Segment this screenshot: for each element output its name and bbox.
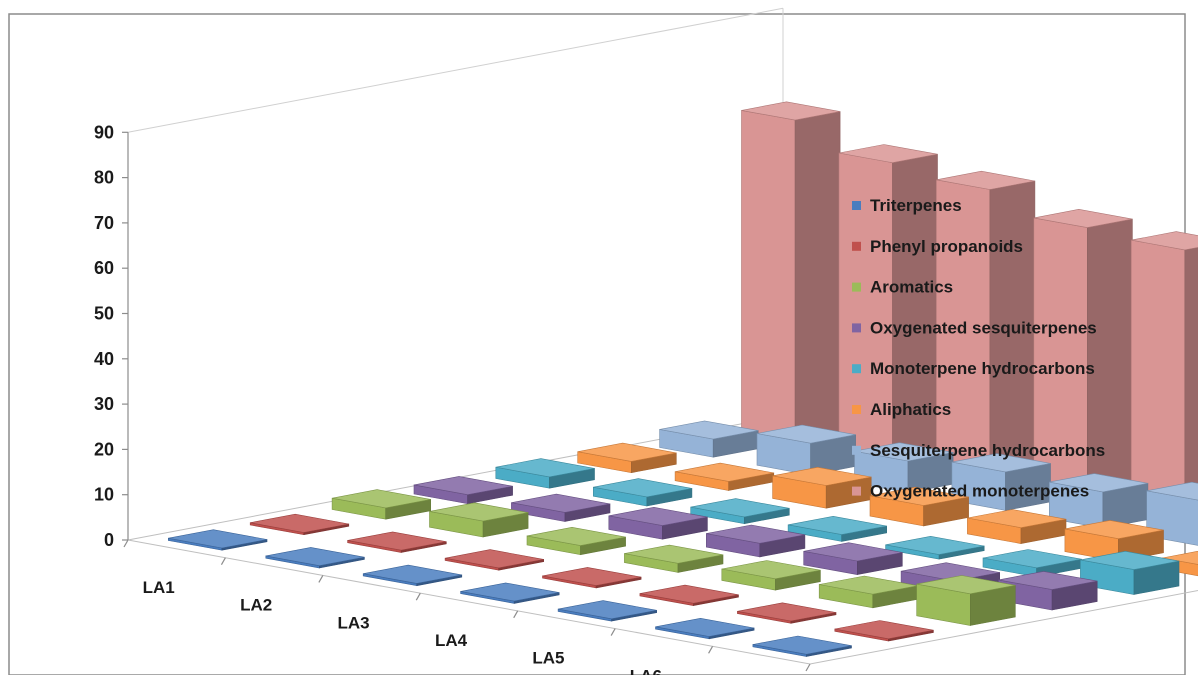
bar-triterpenes-la7 (752, 635, 852, 657)
legend-label: Oxygenated sesquiterpenes (870, 318, 1097, 337)
bar-aliphatics-la1 (577, 442, 677, 474)
y-tick-label: 0 (104, 530, 114, 550)
bar-triterpenes-la6 (655, 617, 755, 640)
legend-label: Phenyl propanoids (870, 237, 1023, 256)
legend-swatch (852, 282, 861, 292)
legend-swatch (852, 241, 861, 251)
bar-oxygenated-monoterpenes-la2 (838, 144, 938, 460)
y-tick-label: 70 (94, 213, 114, 233)
bar-monoterpene-hydrocarbons-la1 (495, 458, 595, 489)
y-tick-label: 40 (94, 349, 114, 369)
bar-aromatics-la4 (624, 544, 724, 573)
bar-triterpenes-la4 (460, 582, 560, 604)
x-tick (708, 645, 714, 654)
bar-sesquiterpene-hydrocarbons-la2 (756, 424, 856, 476)
legend-label: Oxygenated monoterpenes (870, 482, 1089, 501)
bar-oxygenated-monoterpenes-la5 (1130, 231, 1198, 513)
side-wall-edge (127, 7, 784, 133)
y-tick-label: 80 (94, 168, 114, 188)
bar-oxygenated-sesquiterpenes-la5 (803, 542, 903, 575)
y-axis: 0 10 20 30 40 50 60 70 80 90 (94, 122, 129, 550)
bar-triterpenes-la2 (265, 547, 365, 569)
legend-label: Triterpenes (870, 196, 962, 215)
legend-swatch (852, 364, 861, 374)
x-tick-label: LA1 (143, 578, 175, 597)
bar-aromatics-la2 (429, 502, 529, 538)
x-tick-label: LA5 (532, 649, 564, 668)
bars (168, 101, 1198, 657)
legend-label: Monoterpene hydrocarbons (870, 359, 1095, 378)
bar-phenyl-propanoids-la5 (639, 584, 739, 606)
x-tick (513, 610, 519, 619)
bar-aliphatics-la3 (772, 466, 872, 509)
bar-monoterpene-hydrocarbons-la4 (787, 515, 888, 542)
x-tick (610, 628, 616, 636)
bar-aliphatics-la2 (674, 462, 775, 491)
bar-oxygenated-monoterpenes-la3 (935, 170, 1036, 478)
bar-oxygenated-sesquiterpenes-la3 (608, 506, 708, 540)
bar-phenyl-propanoids-la1 (249, 513, 350, 536)
bar-phenyl-propanoids-la7 (834, 620, 934, 642)
y-tick-label: 90 (94, 122, 114, 142)
legend-swatch (852, 323, 861, 333)
legend-label: Aliphatics (870, 400, 951, 419)
x-tick (805, 663, 811, 672)
legend-label: Aromatics (870, 278, 953, 297)
x-tick-label: LA4 (435, 631, 468, 650)
y-tick-label: 10 (94, 485, 114, 505)
bar-sesquiterpene-hydrocarbons-la1 (659, 420, 759, 458)
legend-swatch (852, 445, 861, 455)
x-axis: LA1LA2LA3LA4LA5LA6LA7 (123, 539, 811, 675)
bar-monoterpene-hydrocarbons-la3 (690, 498, 790, 525)
bar-aliphatics-la4 (869, 486, 969, 527)
bar-phenyl-propanoids-la3 (444, 549, 545, 571)
x-tick (123, 539, 129, 548)
bar-oxygenated-sesquiterpenes-la4 (705, 524, 806, 558)
chart-floor (127, 415, 1198, 665)
bar-aromatics-la3 (526, 526, 626, 556)
bar-phenyl-propanoids-la2 (347, 531, 447, 553)
bar-aliphatics-la5 (967, 509, 1067, 544)
bar-oxygenated-monoterpenes-la4 (1033, 208, 1133, 496)
bar-triterpenes-la1 (168, 529, 268, 551)
bar-oxygenated-sesquiterpenes-la2 (511, 493, 611, 522)
bar-monoterpene-hydrocarbons-la5 (885, 535, 985, 560)
x-tick (220, 557, 226, 566)
bar-oxygenated-monoterpenes-la1 (741, 101, 841, 443)
bar-aromatics-la1 (331, 489, 432, 520)
x-tick (318, 575, 324, 583)
x-tick-label: LA6 (630, 666, 662, 675)
y-tick-label: 50 (94, 304, 114, 324)
bar-monoterpene-hydrocarbons-la2 (592, 478, 693, 507)
legend-swatch (852, 201, 861, 210)
bar-phenyl-propanoids-la4 (542, 567, 642, 589)
x-tick-label: LA3 (338, 613, 370, 632)
legend-swatch (852, 486, 861, 496)
legend-label: Sesquiterpene hydrocarbons (870, 441, 1105, 460)
legend-swatch (852, 405, 861, 414)
x-tick (415, 592, 421, 601)
bar-aromatics-la7 (916, 575, 1016, 626)
x-tick-label: LA2 (240, 596, 272, 615)
bar-oxygenated-sesquiterpenes-la1 (413, 476, 513, 505)
y-tick-label: 60 (94, 258, 114, 278)
bar-triterpenes-la3 (362, 564, 463, 587)
bar-aromatics-la5 (721, 560, 821, 591)
y-tick-label: 20 (94, 439, 114, 459)
bar-aromatics-la6 (818, 575, 919, 609)
bar-phenyl-propanoids-la6 (737, 602, 837, 624)
bar-sesquiterpene-hydrocarbons-la4 (951, 453, 1051, 511)
legend: Triterpenes Phenyl propanoids Aromatics Oxy… (852, 196, 1105, 501)
bar-sesquiterpene-hydrocarbons-la5 (1049, 473, 1149, 529)
bar-triterpenes-la5 (557, 600, 658, 622)
y-tick-label: 30 (94, 394, 114, 414)
